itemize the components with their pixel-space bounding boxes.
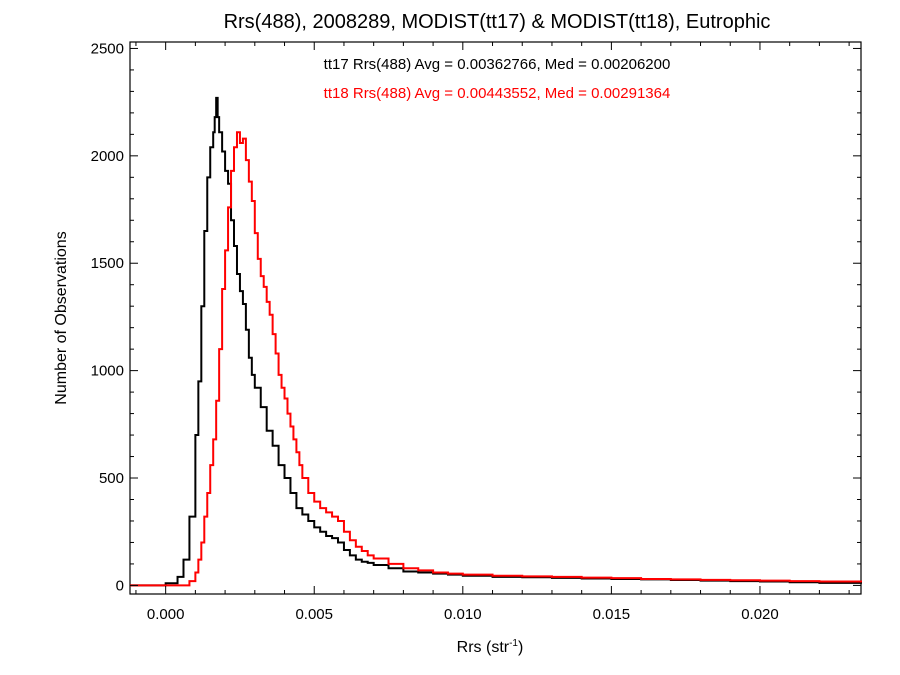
annotation-tt18: tt18 Rrs(488) Avg = 0.00443552, Med = 0.… <box>324 85 671 102</box>
plot-frame <box>129 41 862 595</box>
x-axis-label-superscript: -1 <box>509 638 518 649</box>
y-tick-label: 1500 <box>91 255 124 272</box>
x-tick-label: 0.010 <box>444 606 482 623</box>
series-layer <box>130 96 862 587</box>
y-tick-label: 500 <box>99 470 124 487</box>
annotations: tt17 Rrs(488) Avg = 0.00362766, Med = 0.… <box>324 56 671 102</box>
x-tick-label: 0.000 <box>147 606 185 623</box>
y-tick-label: 1000 <box>91 363 124 380</box>
x-axis-label-close: ) <box>518 639 523 656</box>
tick-layer: 0.000 0.005 0.010 0.015 0.020 0 500 1000 1500 200… <box>91 40 861 623</box>
y-tick-label: 2500 <box>91 40 124 57</box>
x-axis-label-main: Rrs (str <box>457 639 510 656</box>
x-axis-label: Rrs (str-1) <box>457 638 524 656</box>
plot-area: 0.000 0.005 0.010 0.015 0.020 0 500 1000 1500 200… <box>91 40 862 623</box>
series-line-tt18 <box>130 131 862 587</box>
y-axis-label: Number of Observations <box>53 231 70 404</box>
y-tick-label: 0 <box>116 577 124 594</box>
y-tick-label: 2000 <box>91 148 124 165</box>
x-tick-label: 0.005 <box>295 606 333 623</box>
x-tick-label: 0.015 <box>593 606 631 623</box>
annotation-tt17: tt17 Rrs(488) Avg = 0.00362766, Med = 0.… <box>324 56 671 73</box>
x-tick-label: 0.020 <box>741 606 779 623</box>
chart-title: Rrs(488), 2008289, MODIST(tt17) & MODIST… <box>224 11 771 33</box>
